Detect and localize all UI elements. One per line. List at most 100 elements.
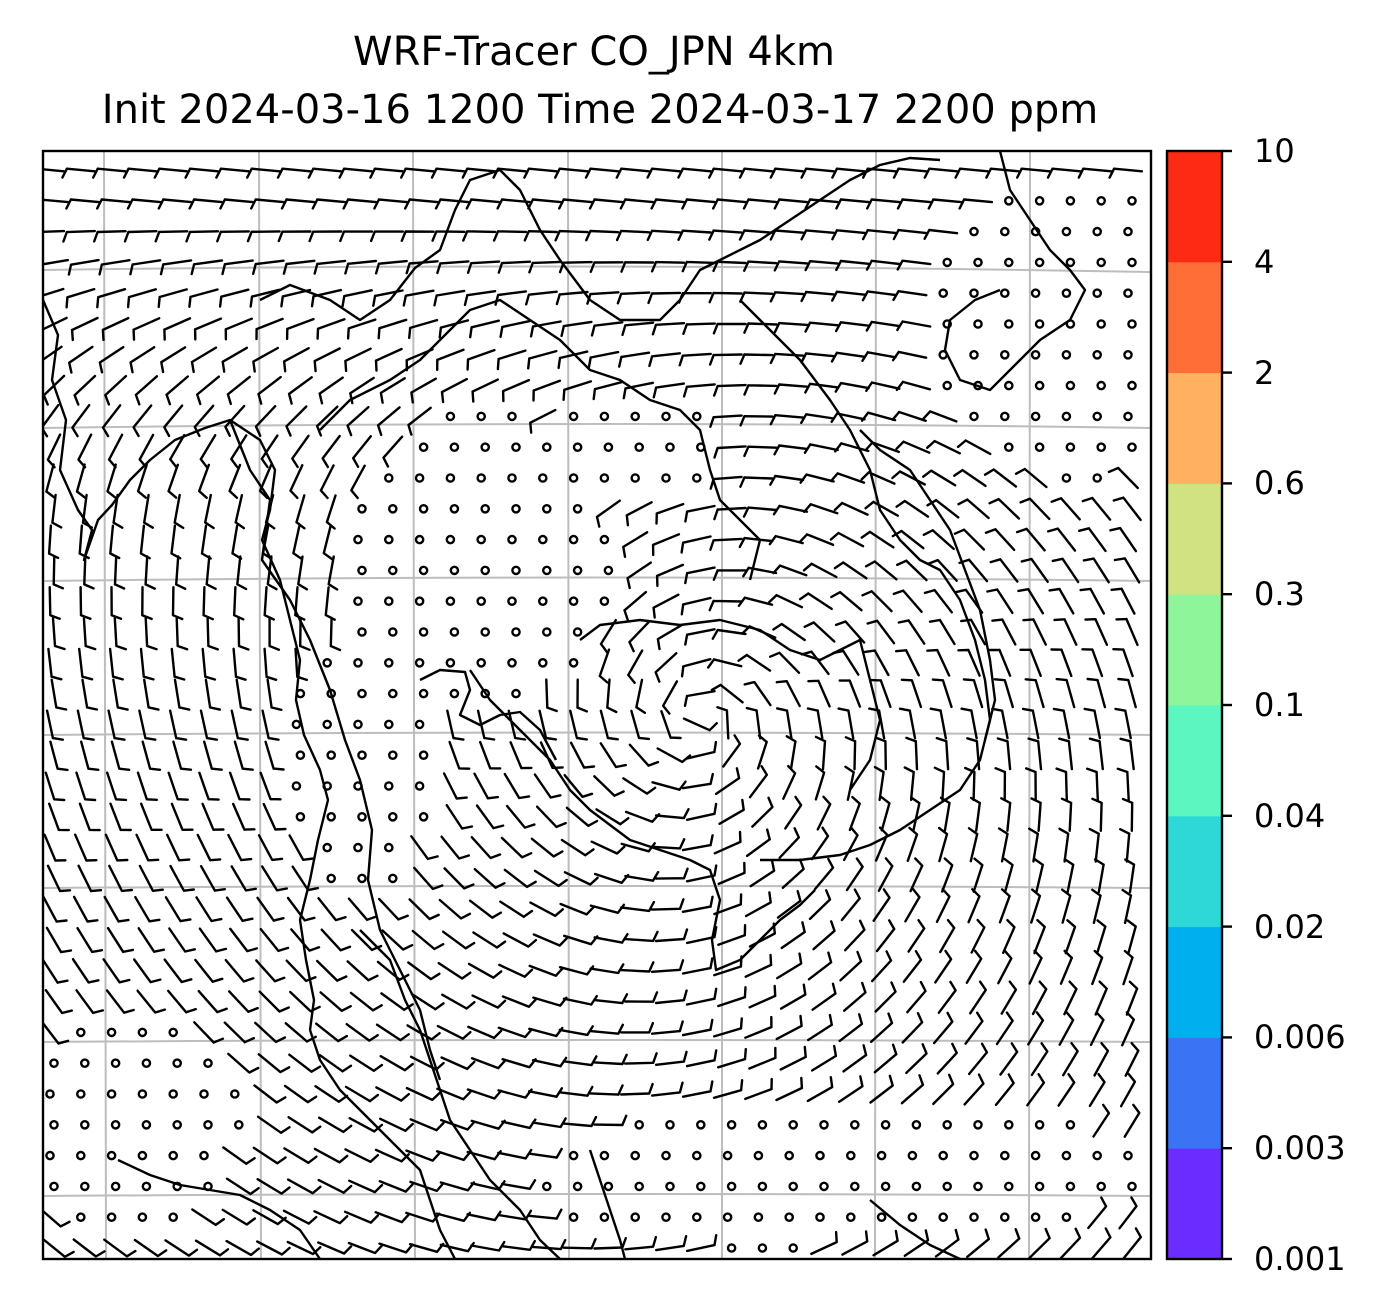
calm-wind-marker (1065, 1120, 1076, 1130)
wind-barb (132, 317, 161, 341)
wind-barb (1061, 888, 1072, 924)
calm-wind-marker (449, 627, 460, 637)
wind-barb (169, 709, 188, 741)
wind-barb (73, 374, 97, 406)
wind-barb (1000, 797, 1012, 832)
wind-barb (531, 1238, 567, 1251)
wind-barb (804, 382, 840, 394)
wind-barb (1126, 919, 1137, 955)
calm-wind-marker (599, 1212, 610, 1222)
wind-barb (684, 566, 716, 585)
calm-wind-marker (1000, 288, 1010, 299)
wind-barb (1046, 167, 1082, 179)
wind-barb (922, 410, 958, 423)
wind-barb (898, 707, 917, 740)
wind-barb (76, 926, 104, 954)
wind-barb (1084, 618, 1109, 646)
wind-barb (1109, 526, 1138, 553)
calm-wind-marker (568, 1150, 579, 1161)
wind-barb (680, 596, 712, 616)
calm-wind-marker (603, 565, 614, 576)
wind-barb (224, 317, 253, 341)
wind-barb (775, 1014, 803, 1041)
wind-barb (646, 167, 682, 179)
wind-barb (1052, 707, 1071, 740)
wind-barb (136, 463, 148, 499)
wind-barb (743, 384, 778, 396)
wind-barb (991, 618, 1017, 646)
wind-barb (446, 709, 465, 741)
wind-barb (739, 476, 774, 488)
wind-barb (861, 290, 897, 302)
wind-barb (682, 717, 718, 732)
wind-barb (441, 993, 476, 1010)
wind-barb (745, 706, 762, 740)
wind-barb (1115, 617, 1139, 647)
wind-barb (92, 167, 127, 179)
calm-wind-marker (76, 1089, 86, 1099)
wind-barb (1022, 618, 1047, 646)
wind-barb (98, 259, 131, 276)
wind-barb (224, 958, 255, 983)
calm-wind-marker (1000, 1212, 1010, 1222)
wind-barb (253, 1084, 287, 1104)
wind-barb (123, 230, 158, 243)
calm-wind-marker (295, 812, 306, 822)
wind-barb (1058, 827, 1070, 863)
wind-barb (713, 955, 743, 977)
wind-barb (470, 1057, 507, 1070)
wind-barb (708, 291, 743, 304)
wind-barb (184, 167, 220, 179)
wind-barb (896, 559, 928, 582)
wind-barb (800, 290, 836, 303)
calm-wind-marker (572, 442, 583, 453)
wind-barb (988, 497, 1021, 520)
wind-barb (254, 1021, 287, 1044)
wind-barb (871, 950, 893, 983)
wind-barb (311, 198, 347, 210)
wind-barb (873, 765, 885, 802)
calm-wind-marker (383, 781, 394, 791)
wind-barb (129, 259, 162, 276)
wind-barb (102, 958, 131, 984)
calm-wind-marker (383, 719, 394, 730)
wind-barb (246, 167, 281, 179)
calm-wind-marker (1034, 1181, 1045, 1192)
wind-barb (203, 740, 223, 771)
wind-barb (997, 827, 1009, 863)
calm-wind-marker (480, 627, 491, 637)
wind-barb (496, 349, 527, 371)
calm-wind-marker (1061, 226, 1072, 237)
wind-barb (776, 890, 802, 919)
calm-wind-marker (1034, 195, 1045, 206)
calm-wind-marker (1096, 442, 1106, 453)
wind-barb (744, 1015, 773, 1039)
calm-wind-marker (203, 1120, 213, 1130)
calm-wind-marker (49, 1058, 59, 1068)
wind-barb (345, 1023, 379, 1042)
wind-barb (685, 926, 718, 945)
wind-barb (378, 897, 409, 921)
calm-wind-marker (76, 1212, 86, 1222)
wind-barb (263, 647, 278, 681)
wind-barb (956, 439, 992, 456)
wind-barb (1021, 707, 1040, 740)
wind-barb (140, 802, 163, 831)
calm-wind-marker (757, 1181, 768, 1192)
wind-barb (188, 198, 224, 210)
wind-barb (599, 618, 617, 654)
wind-barb (562, 1237, 597, 1250)
wind-barb (405, 1086, 441, 1102)
wind-barb (860, 471, 896, 485)
wind-barb (779, 983, 807, 1010)
wind-barb (963, 1073, 985, 1106)
wind-barb (840, 888, 861, 922)
wind-barb (709, 537, 743, 551)
wind-barb (712, 198, 747, 210)
wind-barb (462, 230, 497, 242)
calm-wind-marker (880, 1120, 891, 1130)
wind-barb (378, 1180, 414, 1193)
calm-wind-marker (1000, 411, 1010, 422)
wind-barb (234, 494, 246, 530)
wind-barb (256, 896, 285, 922)
